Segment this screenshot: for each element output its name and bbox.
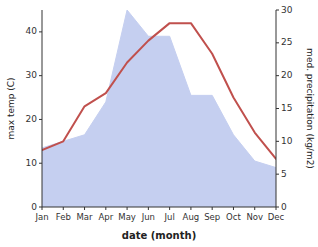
x-tick [148, 207, 149, 210]
y-tick [39, 75, 42, 76]
plot-area [42, 10, 276, 207]
x-tick-label: Aug [183, 212, 200, 222]
x-tick-label: Mar [77, 212, 94, 222]
y2-tick-label: 25 [281, 37, 292, 47]
x-axis-label: date (month) [122, 230, 196, 241]
x-tick-label: Feb [56, 212, 71, 222]
y2-tick-label: 5 [281, 169, 287, 179]
x-tick [276, 207, 277, 210]
area-edge [42, 10, 276, 168]
y2-tick [276, 75, 279, 76]
y-tick [39, 119, 42, 120]
background [0, 0, 318, 247]
x-tick [127, 207, 128, 210]
y-tick-label: 10 [26, 158, 38, 168]
y-axis-line [42, 10, 43, 207]
x-tick-label: May [118, 212, 136, 222]
x-tick-label: Dec [268, 212, 285, 222]
y2-tick-label: 10 [281, 136, 293, 146]
x-tick [254, 207, 255, 210]
x-tick-label: Apr [98, 212, 113, 222]
x-tick [233, 207, 234, 210]
x-tick [105, 207, 106, 210]
x-tick [169, 207, 170, 210]
y-tick-label: 20 [26, 114, 38, 124]
x-tick-label: Jan [34, 212, 48, 222]
y2-tick-label: 20 [281, 70, 293, 80]
y2-tick [276, 141, 279, 142]
x-tick [190, 207, 191, 210]
y-tick-label: 40 [26, 26, 38, 36]
y2-tick [276, 42, 279, 43]
y-tick [39, 31, 42, 32]
y2-tick-label: 15 [281, 103, 292, 113]
y-tick-label: 30 [26, 70, 38, 80]
y2-tick [276, 10, 279, 11]
x-tick [63, 207, 64, 210]
x-tick [84, 207, 85, 210]
y-tick [39, 163, 42, 164]
x-tick [42, 207, 43, 210]
x-tick-label: Nov [246, 212, 263, 222]
x-axis-line [42, 207, 276, 208]
y2-tick-label: 30 [281, 5, 293, 15]
y-tick-label: 0 [31, 202, 37, 212]
y-axis-label: max temp (C) [6, 77, 16, 139]
y2-axis-label: med. precipitation (kg/m2) [305, 48, 315, 169]
x-tick-label: Jun [141, 212, 155, 222]
x-tick-label: Oct [226, 212, 241, 222]
y2-tick-label: 0 [281, 202, 287, 212]
chart: 0 10 20 30 40 0 5 10 15 20 25 30 Jan Feb Mar Apr May Jun J… [0, 0, 318, 247]
x-tick-label: Sep [204, 212, 220, 222]
temp-line [42, 23, 276, 159]
y2-tick [276, 108, 279, 109]
x-tick [212, 207, 213, 210]
x-tick-label: Jul [164, 212, 175, 222]
y2-tick [276, 174, 279, 175]
precip-area [42, 10, 276, 207]
